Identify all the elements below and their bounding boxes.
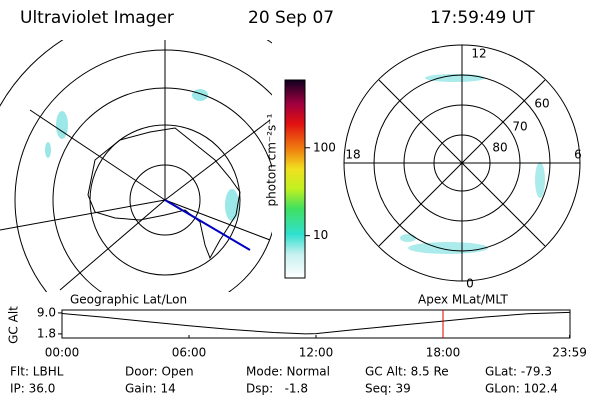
title: Ultraviolet Imager bbox=[20, 8, 174, 28]
polar-label: 12 bbox=[471, 47, 486, 61]
status-field: Dsp: -1.8 bbox=[246, 382, 308, 396]
geographic-map bbox=[0, 40, 272, 292]
alt-right-label: Apex MLat/MLT bbox=[418, 293, 508, 307]
status-field: GLat: -79.3 bbox=[485, 365, 552, 379]
altitude-line bbox=[61, 311, 570, 335]
polar-label: 6 bbox=[574, 148, 582, 162]
status-field: GC Alt: 8.5 Re bbox=[365, 365, 449, 379]
status-field: Mode: Normal bbox=[246, 365, 330, 379]
x-tick-label: 12:00 bbox=[299, 346, 334, 360]
polar-label: 0 bbox=[466, 277, 474, 291]
polar-plot: 12 18 6 0 60 70 80 bbox=[343, 44, 582, 291]
x-tick-label: 18:00 bbox=[426, 346, 461, 360]
status-field: IP: 36.0 bbox=[10, 382, 55, 396]
polar-label: 80 bbox=[492, 141, 507, 155]
y-tick-label: 9.0 bbox=[37, 305, 56, 319]
status-field: Seq: 39 bbox=[365, 382, 411, 396]
colorbar-tick-label: 10 bbox=[313, 228, 328, 242]
status-field: GLon: 102.4 bbox=[485, 382, 558, 396]
colorbar bbox=[284, 79, 306, 279]
y-tick-label: 1.8 bbox=[37, 326, 56, 340]
time: 17:59:49 UT bbox=[430, 8, 535, 28]
alt-ylabel: GC Alt bbox=[7, 306, 21, 344]
x-tick-label: 23:59 bbox=[552, 346, 587, 360]
polar-label: 70 bbox=[512, 120, 527, 134]
status-field: Flt: LBHL bbox=[10, 365, 64, 379]
polar-label: 60 bbox=[534, 97, 549, 111]
x-tick-label: 00:00 bbox=[45, 346, 80, 360]
status-field: Gain: 14 bbox=[125, 382, 176, 396]
x-tick-label: 06:00 bbox=[172, 346, 207, 360]
status-field: Door: Open bbox=[125, 365, 194, 379]
date: 20 Sep 07 bbox=[248, 8, 334, 28]
polar-label: 18 bbox=[345, 148, 360, 162]
colorbar-label: photon cm⁻²s⁻¹ bbox=[265, 113, 279, 206]
alt-left-label: Geographic Lat/Lon bbox=[70, 293, 187, 307]
colorbar-tick-label: 100 bbox=[313, 140, 336, 154]
